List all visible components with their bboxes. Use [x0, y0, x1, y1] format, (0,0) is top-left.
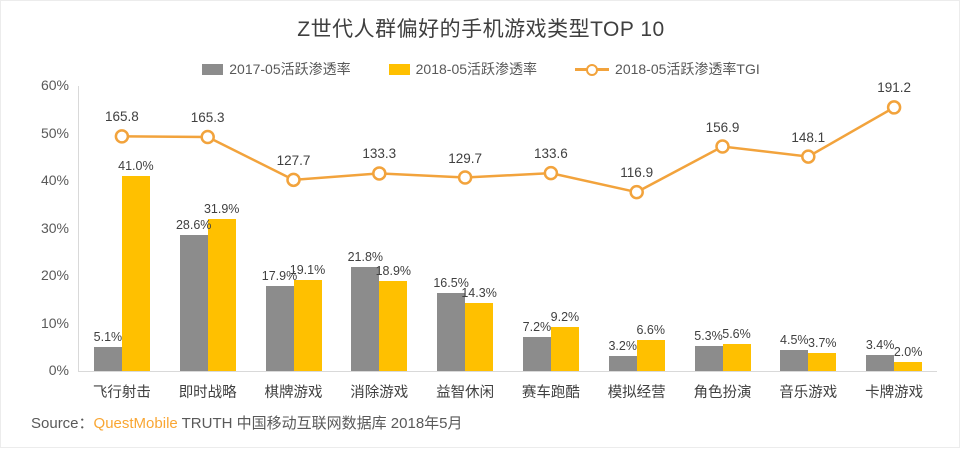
bar-2017 [93, 346, 122, 371]
bar-2017-value-label: 4.5% [780, 332, 809, 347]
plot-area: 5.1% 41.0% 飞行射击 165.8 28.6% 31.9% 即时战略 165.3 17.… [78, 80, 937, 401]
bar-2017 [351, 267, 380, 371]
legend-item-2017: 2017-05活跃渗透率 [202, 59, 351, 79]
bar-2018-value-label: 18.9% [375, 264, 412, 279]
bar-2018 [894, 361, 923, 371]
bar-2018 [379, 281, 408, 371]
legend-item-2018: 2018-05活跃渗透率 [388, 59, 538, 79]
legend-label-2017: 2017-05活跃渗透率 [229, 61, 351, 77]
tgi-value-label: 133.3 [362, 146, 397, 162]
category-label: 模拟经营 [607, 385, 666, 401]
tgi-line-chart [114, 100, 902, 200]
bar-2017 [437, 292, 466, 371]
bar-2017 [522, 336, 551, 371]
y-axis-tick: 0% [48, 362, 69, 378]
tgi-value-label: 165.8 [104, 109, 139, 125]
bar-2018-value-label: 6.6% [636, 322, 665, 337]
category-label: 消除游戏 [350, 385, 409, 401]
bar-2018 [293, 280, 322, 371]
category-label: 飞行射击 [92, 385, 151, 401]
bar-2018-value-label: 31.9% [203, 202, 240, 217]
source-line: Source：QuestMobile TRUTH 中国移动互联网数据库 2018… [31, 412, 463, 433]
bar-2017 [608, 355, 637, 371]
category-label: 角色扮演 [693, 385, 752, 401]
tgi-value-label: 156.9 [705, 119, 740, 135]
bar-2018 [722, 344, 751, 371]
legend-label-2018: 2018-05活跃渗透率 [415, 61, 538, 77]
bar-2017 [866, 354, 895, 371]
bar-2017-value-label: 5.3% [694, 328, 723, 343]
chart-title: Z世代人群偏好的手机游戏类型TOP 10 [297, 18, 665, 41]
bar-2017-value-label: 3.4% [865, 337, 895, 352]
y-axis-tick: 10% [40, 314, 69, 331]
bar-2017-value-label: 7.2% [522, 319, 552, 334]
bar-2018 [207, 219, 236, 371]
tgi-marker-icon [629, 184, 644, 200]
bar-2018 [636, 339, 665, 371]
bar-2017 [694, 345, 723, 371]
y-axis-tick: 50% [40, 124, 69, 141]
bar-2018-value-label: 3.7% [808, 336, 837, 351]
bar-2018 [121, 176, 150, 371]
tgi-value-label: 148.1 [791, 129, 826, 145]
bar-2017-value-label: 3.2% [608, 338, 637, 353]
tgi-value-label: 127.7 [276, 152, 311, 168]
tgi-marker-icon [457, 170, 473, 185]
tgi-marker-icon [114, 129, 130, 144]
bar-2017 [780, 349, 809, 371]
y-axis-tick: 60% [40, 77, 69, 93]
category-label: 棋牌游戏 [264, 385, 323, 401]
tgi-marker-icon [200, 129, 215, 145]
bar-2018-value-label: 41.0% [118, 159, 154, 174]
bar-2017-value-label: 21.8% [347, 250, 384, 265]
tgi-value-label: 191.2 [877, 80, 911, 96]
y-axis-tick: 30% [40, 219, 69, 236]
tgi-marker-icon [801, 149, 816, 164]
tgi-marker-icon [715, 139, 730, 154]
tgi-value-label: 165.3 [190, 109, 225, 125]
bar-2018-value-label: 2.0% [893, 344, 923, 359]
bar-2017 [265, 285, 294, 371]
tgi-marker-icon [372, 166, 387, 181]
bar-2018 [465, 303, 494, 371]
bar-2017-value-label: 5.1% [93, 329, 123, 344]
category-label: 益智休闲 [436, 385, 495, 401]
bar-2018-value-label: 14.3% [461, 286, 497, 301]
source-prefix: Source： [31, 415, 94, 432]
bar-2018 [550, 327, 579, 371]
bar-2017 [179, 235, 208, 371]
legend-line-marker-icon [575, 63, 610, 76]
source-suffix: TRUTH 中国移动互联网数据库 2018年5月 [177, 415, 463, 432]
tgi-marker-icon [286, 172, 301, 188]
tgi-marker-icon [543, 165, 559, 181]
category-label: 音乐游戏 [779, 385, 838, 401]
bar-2018-value-label: 5.6% [722, 327, 751, 342]
legend-swatch-gray-icon [202, 63, 224, 75]
tgi-value-label: 129.7 [448, 150, 482, 166]
category-label: 赛车跑酷 [521, 385, 580, 401]
tgi-value-label: 116.9 [620, 165, 654, 181]
legend: 2017-05活跃渗透率 2018-05活跃渗透率 2018-05活跃渗透率TG… [1, 57, 960, 81]
tgi-line [121, 106, 895, 194]
bar-2017-value-label: 28.6% [175, 218, 212, 233]
category-label: 卡牌游戏 [865, 385, 924, 401]
bar-2018 [808, 353, 837, 371]
bar-2017-value-label: 17.9% [261, 268, 298, 283]
bar-2017-value-label: 16.5% [433, 275, 469, 290]
legend-label-tgi: 2018-05活跃渗透率TGI [615, 61, 760, 77]
legend-swatch-yellow-icon [388, 63, 410, 75]
tgi-marker-icon [886, 100, 902, 115]
bar-2018-value-label: 19.1% [289, 263, 326, 278]
bar-2018-value-label: 9.2% [550, 310, 580, 325]
source-brand: QuestMobile [93, 415, 178, 432]
tgi-value-label: 133.6 [533, 146, 568, 162]
y-axis-tick: 20% [40, 267, 69, 283]
y-axis: 0% 10% 20% 30% 40% 50% 60% [1, 77, 69, 378]
legend-item-tgi: 2018-05活跃渗透率TGI [575, 59, 760, 79]
category-label: 即时战略 [178, 385, 237, 401]
y-axis-tick: 40% [40, 172, 69, 188]
